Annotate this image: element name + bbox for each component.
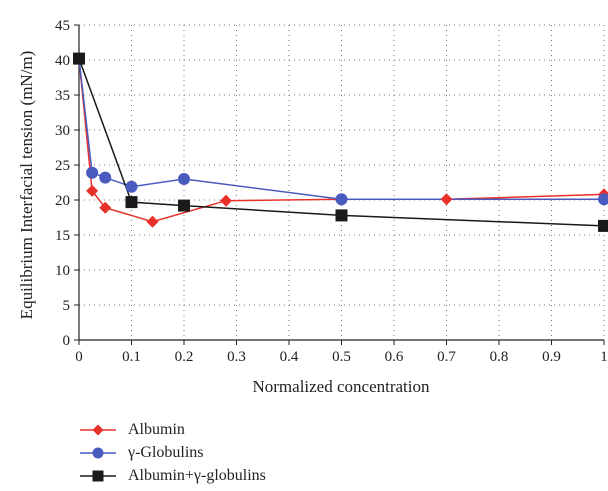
x-tick-label: 0.3: [227, 349, 246, 365]
legend-item-globulins: γ-Globulins: [80, 441, 400, 464]
data-point-circle: [86, 166, 99, 179]
data-point-square: [73, 52, 85, 65]
y-tick-label: 5: [63, 298, 71, 314]
legend-swatch-diamond: [80, 424, 116, 435]
x-tick-label: 1: [600, 349, 608, 365]
legend-swatch-circle: [80, 447, 116, 458]
y-tick-label: 30: [55, 123, 70, 139]
x-tick-label: 0: [75, 349, 83, 365]
data-point-square: [178, 199, 190, 212]
legend-label: Albumin+γ-globulins: [128, 466, 266, 484]
data-point-circle: [335, 193, 348, 206]
x-tick-label: 0.8: [490, 349, 509, 365]
series: [73, 52, 608, 232]
data-point-diamond: [440, 193, 453, 206]
y-tick-label: 35: [55, 88, 70, 104]
data-point-circle: [99, 171, 112, 184]
series-line-1: [78, 58, 604, 201]
data-point-square: [598, 219, 608, 232]
legend-label: Albumin: [128, 420, 185, 438]
data-point-circle: [598, 193, 608, 206]
data-point-diamond: [220, 194, 232, 207]
y-tick-label: 10: [55, 263, 70, 279]
legend-label: γ-Globulins: [128, 443, 204, 461]
ticks: 0 0.1 0.2 0.3 0.4 0.5 0.6 0.7 0.8 0.9 105101520253…: [55, 18, 608, 365]
data-point-circle: [125, 180, 138, 193]
x-tick-label: 0.2: [175, 349, 194, 365]
x-tick-label: 0.5: [332, 349, 351, 365]
data-point-square: [335, 209, 348, 222]
data-point-diamond: [86, 184, 99, 197]
x-tick-label: 0.9: [542, 349, 561, 365]
legend-item-mixture: Albumin+γ-globulins: [80, 464, 400, 487]
data-point-circle: [178, 173, 190, 185]
legend-item-albumin: Albumin: [80, 418, 400, 441]
data-point-diamond: [146, 215, 159, 228]
y-axis-title: Equilibrium Interfacial tension (mN/m): [17, 51, 36, 320]
x-tick-label: 0.7: [437, 349, 456, 365]
data-point-square: [125, 196, 138, 209]
y-tick-label: 0: [63, 333, 71, 349]
y-tick-label: 15: [55, 228, 70, 244]
y-tick-label: 25: [55, 158, 70, 174]
x-tick-label: 0.6: [385, 349, 404, 365]
legend-swatch-square: [80, 470, 116, 481]
chart: 0 0.1 0.2 0.3 0.4 0.5 0.6 0.7 0.8 0.9 105101520253…: [17, 18, 608, 396]
y-tick-label: 20: [55, 193, 70, 209]
x-tick-label: 0.1: [122, 349, 141, 365]
x-axis-title: Normalized concentration: [252, 377, 430, 396]
legend: Albumin γ-Globulins Albumin+γ-globulins: [80, 418, 400, 487]
x-tick-label: 0.4: [280, 349, 299, 365]
y-tick-label: 45: [55, 18, 70, 34]
y-tick-label: 40: [55, 53, 70, 69]
data-point-diamond: [99, 201, 112, 214]
